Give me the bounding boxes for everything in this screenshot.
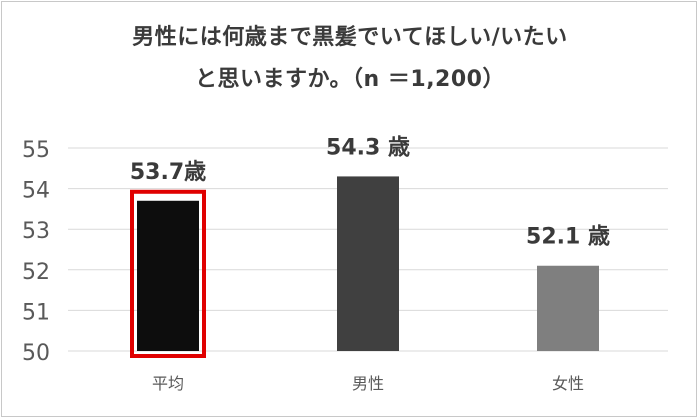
x-tick-label: 平均 <box>152 374 184 393</box>
x-tick-label: 女性 <box>552 374 584 393</box>
bar <box>537 265 599 351</box>
data-label: 54.3 歳 <box>326 135 410 160</box>
y-tick-label: 53 <box>22 219 50 244</box>
chart-title-line-1: 男性には何歳まで黒髪でいてほしい/いたい <box>132 25 568 50</box>
y-tick-label: 51 <box>22 300 50 325</box>
y-tick-label: 54 <box>22 179 50 204</box>
y-tick-label: 50 <box>22 341 50 366</box>
highlight-box <box>130 189 206 358</box>
y-tick-label: 55 <box>22 138 50 163</box>
data-label: 52.1 歳 <box>526 225 610 250</box>
bar <box>137 200 199 351</box>
chart-title-line-2: と思いますか。（n ＝1,200） <box>195 67 505 92</box>
data-label: 53.7歳 <box>130 160 206 185</box>
x-tick-label: 男性 <box>352 374 384 393</box>
bar <box>337 176 399 351</box>
y-tick-label: 52 <box>22 260 50 285</box>
